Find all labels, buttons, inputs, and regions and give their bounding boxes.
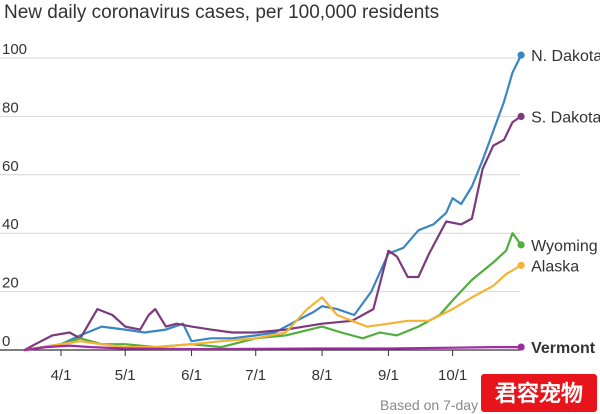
x-tick-label: 9/1 xyxy=(378,367,399,384)
series-label: Wyoming xyxy=(531,238,598,255)
series-label: S. Dakota xyxy=(531,109,600,126)
y-tick-label: 40 xyxy=(2,216,19,233)
series-label: Vermont xyxy=(531,340,596,357)
series-label: N. Dakota xyxy=(531,48,600,65)
series-line-wyoming xyxy=(23,232,523,352)
footnote: Based on 7-day xyxy=(380,397,478,413)
x-tick-label: 8/1 xyxy=(312,367,333,384)
x-tick-label: 6/1 xyxy=(181,367,202,384)
y-tick-label: 60 xyxy=(2,158,19,175)
series-end-dot xyxy=(517,343,525,351)
grid-lines xyxy=(0,57,520,351)
y-axis-ticks: 0 20 40 60 80 100 xyxy=(2,41,27,350)
watermark: 君容宠物 xyxy=(481,374,597,412)
chart-title: New daily coronavirus cases, per 100,000… xyxy=(4,2,439,23)
x-tick-label: 7/1 xyxy=(245,367,266,384)
y-tick-label: 20 xyxy=(2,275,19,292)
series-line-vermont xyxy=(23,344,523,352)
x-tick-label: 10/1 xyxy=(438,367,467,384)
x-tick-label: 5/1 xyxy=(115,367,136,384)
series-line-s-dakota xyxy=(23,115,523,352)
series-end-dot xyxy=(517,112,525,120)
y-tick-label: 100 xyxy=(2,41,27,58)
series-end-dot xyxy=(517,51,525,59)
series-labels: N. Dakota S. Dakota Wyoming Alaska Vermont xyxy=(531,48,600,357)
series-end-dot xyxy=(517,261,525,269)
x-tick-label: 4/1 xyxy=(51,367,72,384)
series-line-alaska xyxy=(23,264,523,352)
series-label: Alaska xyxy=(531,258,579,275)
watermark-text: 君容宠物 xyxy=(495,381,583,407)
series-end-dot xyxy=(517,241,525,249)
series-lines xyxy=(23,51,525,352)
y-tick-label: 0 xyxy=(2,333,10,350)
y-tick-label: 80 xyxy=(2,99,19,116)
x-axis-ticks: 4/1 5/1 6/1 7/1 8/1 9/1 10/1 xyxy=(51,350,467,384)
